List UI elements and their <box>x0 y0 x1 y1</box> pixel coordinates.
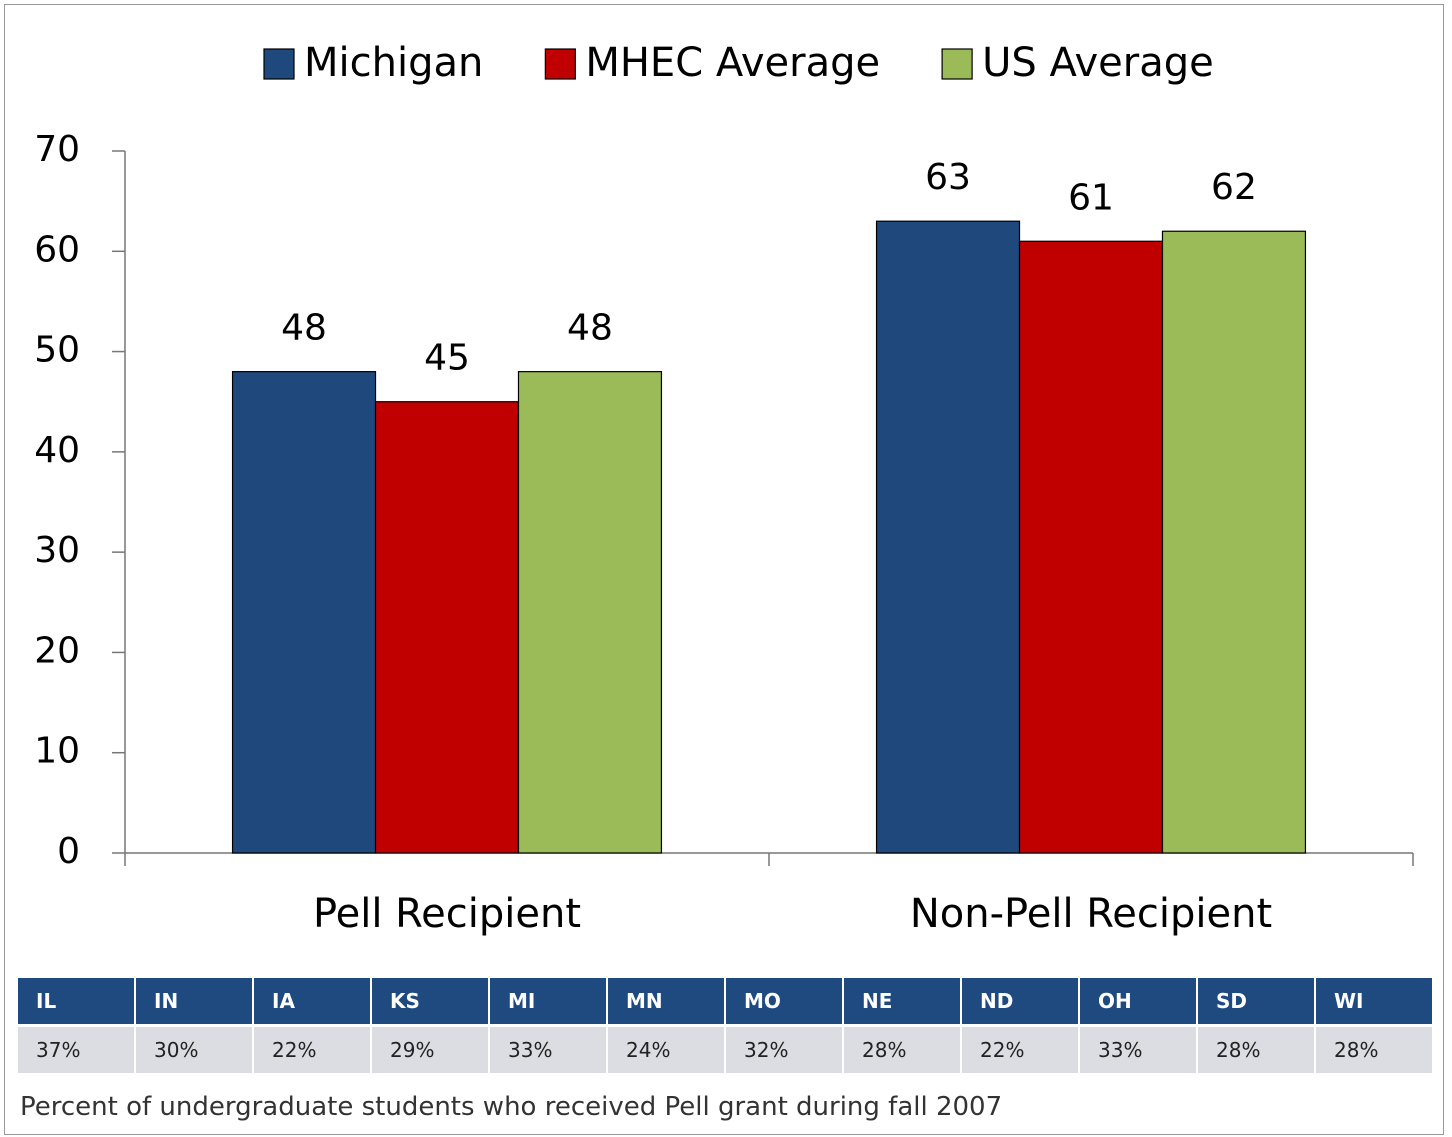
bar <box>1161 230 1307 854</box>
bar <box>875 220 1021 854</box>
state-table: IL IN IA KS MI MN MO NE ND OH SD WI 37% 30% 22% 29% 33% 2… <box>18 975 1434 1076</box>
y-tick-label: 10 <box>34 731 80 772</box>
y-tick-label: 0 <box>57 831 80 872</box>
data-label: 48 <box>281 308 327 349</box>
x-tick-label: Pell Recipient <box>313 891 581 937</box>
table-cell: 28% <box>1198 1027 1316 1073</box>
table-cell: 22% <box>254 1027 372 1073</box>
table-cell: OH <box>1080 978 1198 1024</box>
table-cell: ND <box>962 978 1080 1024</box>
table-cell: 30% <box>136 1027 254 1073</box>
data-label: 63 <box>925 157 971 198</box>
caption: Percent of undergraduate students who re… <box>20 1092 1003 1122</box>
legend-swatch <box>263 48 295 80</box>
table-row: 37% 30% 22% 29% 33% 24% 32% 28% 22% 33% 28% 28% <box>18 1027 1434 1073</box>
table-cell: 29% <box>372 1027 490 1073</box>
y-tick-label: 50 <box>34 330 80 371</box>
table-cell: NE <box>844 978 962 1024</box>
bar <box>1018 240 1164 854</box>
x-tick-label: Non-Pell Recipient <box>910 891 1272 937</box>
table-cell: 24% <box>608 1027 726 1073</box>
table-cell: MO <box>726 978 844 1024</box>
bar <box>374 401 520 854</box>
data-label: 62 <box>1211 167 1257 208</box>
table-cell: MN <box>608 978 726 1024</box>
data-label: 45 <box>424 338 470 379</box>
data-label: 48 <box>567 308 613 349</box>
table-row: IL IN IA KS MI MN MO NE ND OH SD WI <box>18 978 1434 1024</box>
table-cell: 28% <box>844 1027 962 1073</box>
legend-swatch <box>941 48 973 80</box>
table-cell: IL <box>18 978 136 1024</box>
table-cell: MI <box>490 978 608 1024</box>
frame <box>4 4 1444 1135</box>
table-cell: 37% <box>18 1027 136 1073</box>
bar <box>517 371 663 854</box>
table-cell: 33% <box>490 1027 608 1073</box>
y-tick-label: 20 <box>34 630 80 671</box>
chart: 0 10 20 30 40 50 60 70 Pell Recipient 48 45 48 Non-P… <box>34 40 1414 937</box>
table-cell: 22% <box>962 1027 1080 1073</box>
table-cell: 33% <box>1080 1027 1198 1073</box>
y-tick-label: 70 <box>34 129 80 170</box>
data-label: 61 <box>1068 177 1114 218</box>
y-tick-label: 30 <box>34 530 80 571</box>
y-tick-label: 40 <box>34 430 80 471</box>
table-cell: SD <box>1198 978 1316 1024</box>
table-cell: IA <box>254 978 372 1024</box>
table-cell: 32% <box>726 1027 844 1073</box>
legend-label: US Average <box>982 40 1214 86</box>
legend-label: Michigan <box>304 40 483 86</box>
table-cell: KS <box>372 978 490 1024</box>
table-cell: 28% <box>1316 1027 1434 1073</box>
table-cell: WI <box>1316 978 1434 1024</box>
legend-swatch <box>544 48 576 80</box>
table-cell: IN <box>136 978 254 1024</box>
bar <box>231 371 377 854</box>
legend-label: MHEC Average <box>585 40 880 86</box>
y-tick-label: 60 <box>34 229 80 270</box>
